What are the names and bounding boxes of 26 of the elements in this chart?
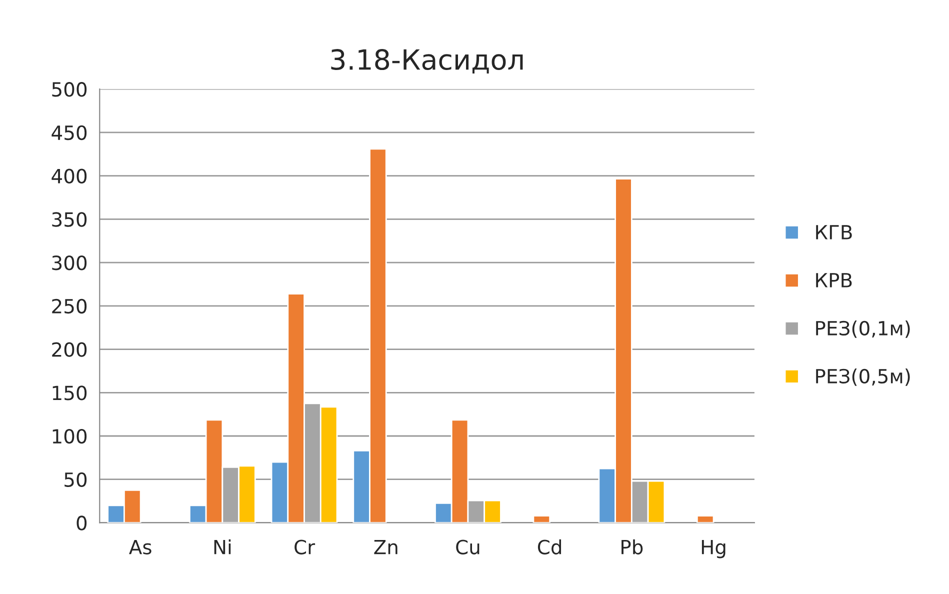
y-tick-label: 200 <box>52 342 87 357</box>
legend-label: РЕЗ(0,5м) <box>816 368 910 386</box>
x-tick-label: Hg <box>702 540 726 558</box>
x-tick-label: Ni <box>214 539 231 554</box>
x-tick-label: Cu <box>456 540 480 554</box>
y-tick-label: 0 <box>76 516 87 530</box>
y-tick-label: 400 <box>52 168 87 184</box>
x-tick-label: Cd <box>538 539 562 554</box>
legend-label: КГВ <box>816 225 852 240</box>
y-tick-label: 50 <box>64 472 87 488</box>
y-tick-label: 450 <box>52 125 87 140</box>
y-tick-label: 250 <box>52 298 87 314</box>
bar <box>532 515 551 523</box>
y-tick-label: 350 <box>52 212 87 227</box>
x-tick-label: As <box>129 540 152 554</box>
x-tick-label: Pb <box>622 539 643 554</box>
y-tick-label: 100 <box>52 428 87 444</box>
x-tick-label: Zn <box>374 540 398 554</box>
y-tick-label: 150 <box>52 386 87 400</box>
y-tick-label: 500 <box>52 82 87 97</box>
x-tick-label: Cr <box>294 540 316 554</box>
legend-label: РЕЗ(0,1м) <box>816 320 910 338</box>
bar <box>696 515 714 523</box>
legend-label: КРВ <box>816 273 852 288</box>
chart-title: 3.18-Касидол <box>331 49 523 74</box>
y-tick-label: 300 <box>52 256 87 270</box>
